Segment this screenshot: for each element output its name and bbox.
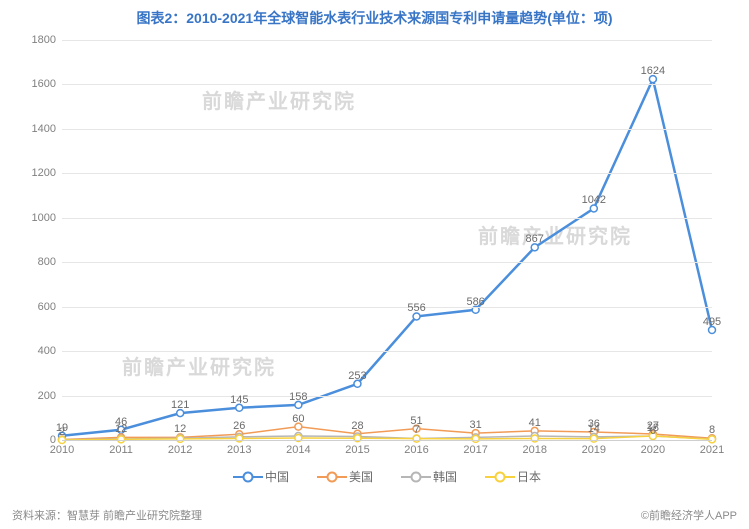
data-point-label: 28 [351,420,363,432]
legend-label: 美国 [349,468,373,485]
gridline [62,396,712,397]
y-axis-tick-label: 1600 [32,78,62,90]
data-point-label: 41 [529,417,541,429]
x-axis-tick-label: 2018 [522,440,546,456]
data-point-label: 18 [647,422,659,434]
chart-footer: 资料来源：智慧芽 前瞻产业研究院整理 ©前瞻经济学人APP [0,507,749,523]
data-point-label: 121 [171,399,189,411]
gridline [62,307,712,308]
legend-item: 美国 [317,468,373,485]
data-point-label: 14 [588,423,600,435]
x-axis-tick-label: 2015 [345,440,369,456]
chart-svg [62,40,712,440]
gridline [62,84,712,85]
x-axis-tick-label: 2021 [700,440,724,456]
data-point-label: 12 [115,424,127,436]
data-point-label: 1624 [641,65,665,77]
y-axis-tick-label: 200 [38,390,62,402]
legend-label: 韩国 [433,468,457,485]
legend-label: 中国 [265,468,289,485]
gridline [62,40,712,41]
x-axis-tick-label: 2013 [227,440,251,456]
legend-label: 日本 [517,468,541,485]
data-point-label: 495 [703,316,721,328]
source-text: 资料来源：智慧芽 前瞻产业研究院整理 [12,507,202,523]
y-axis-tick-label: 1000 [32,212,62,224]
gridline [62,262,712,263]
legend-swatch [401,476,431,478]
x-axis-tick-label: 2011 [109,440,133,456]
data-point-label: 586 [466,296,484,308]
y-axis-tick-label: 400 [38,345,62,357]
data-point-label: 1042 [582,195,606,207]
legend-item: 日本 [485,468,541,485]
data-point-label: 12 [174,424,186,436]
legend-swatch [485,476,515,478]
legend-swatch [317,476,347,478]
x-axis-tick-label: 2020 [641,440,665,456]
y-axis-tick-label: 1400 [32,123,62,135]
data-point-label: 145 [230,394,248,406]
gridline [62,218,712,219]
series-line [62,79,712,436]
x-axis-tick-label: 2016 [404,440,428,456]
x-axis-tick-label: 2010 [50,440,74,456]
gridline [62,173,712,174]
data-point-label: 7 [413,425,419,437]
y-axis-tick-label: 1800 [32,34,62,46]
data-point-label: 158 [289,391,307,403]
x-axis-tick-label: 2014 [286,440,310,456]
chart-legend: 中国 美国 韩国 日本 [62,468,712,485]
legend-swatch [233,476,263,478]
data-point-label: 26 [233,420,245,432]
x-axis-tick-label: 2019 [582,440,606,456]
y-axis-tick-label: 600 [38,301,62,313]
copyright-text: ©前瞻经济学人APP [641,507,737,523]
x-axis-tick-label: 2017 [463,440,487,456]
x-axis-line [62,440,712,441]
x-axis-tick-label: 2012 [168,440,192,456]
legend-item: 中国 [233,468,289,485]
legend-item: 韩国 [401,468,457,485]
data-point-label: 31 [470,419,482,431]
chart-title: 图表2：2010-2021年全球智能水表行业技术来源国专利申请量趋势(单位：项) [0,0,749,28]
chart-plot-area: 前瞻产业研究院 前瞻产业研究院 前瞻产业研究院 0200400600800100… [62,40,712,440]
data-point-label: 867 [526,234,544,246]
gridline [62,129,712,130]
y-axis-tick-label: 1200 [32,167,62,179]
data-point-label: 253 [348,370,366,382]
y-axis-tick-label: 800 [38,256,62,268]
data-point-label: 2 [59,426,65,438]
data-point-label: 8 [709,424,715,436]
data-point-label: 556 [407,303,425,315]
gridline [62,351,712,352]
data-point-label: 60 [292,413,304,425]
